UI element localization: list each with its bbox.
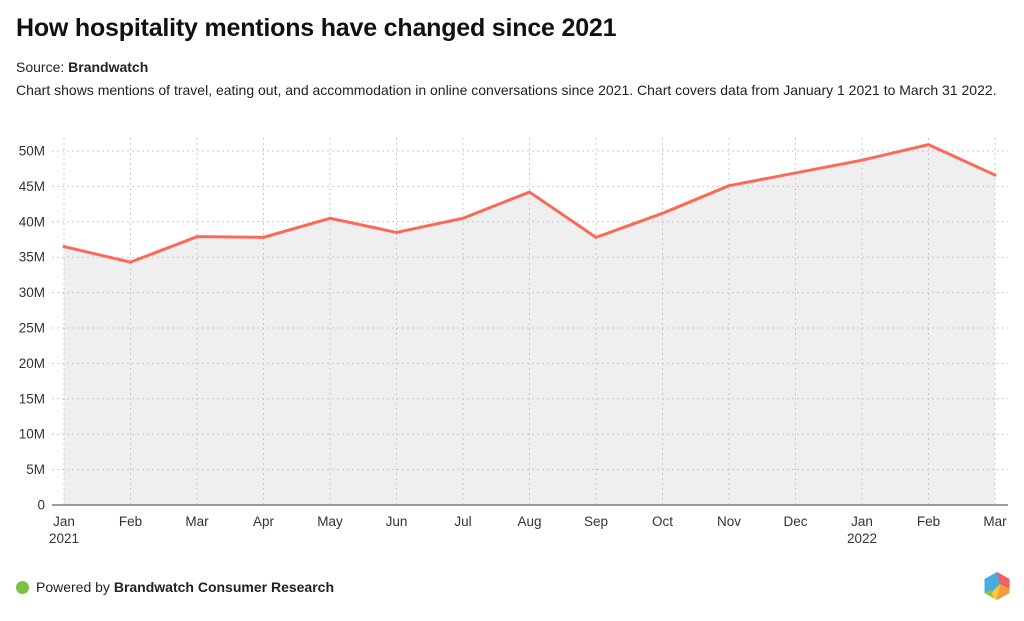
y-tick-label: 10M bbox=[19, 427, 45, 442]
y-tick-label: 25M bbox=[19, 321, 45, 336]
y-tick-label: 20M bbox=[19, 356, 45, 371]
x-year-label: 2022 bbox=[847, 531, 877, 546]
logo-facet-green bbox=[984, 589, 994, 598]
y-tick-label: 5M bbox=[26, 462, 45, 477]
x-tick-label: Mar bbox=[185, 514, 209, 529]
source-name: Brandwatch bbox=[68, 59, 149, 75]
x-tick-label: Mar bbox=[983, 514, 1007, 529]
x-tick-label: Apr bbox=[253, 514, 275, 529]
x-tick-label: Jan bbox=[851, 514, 873, 529]
x-tick-label: May bbox=[317, 514, 343, 529]
y-tick-label: 15M bbox=[19, 391, 45, 406]
x-tick-label: Oct bbox=[652, 514, 673, 529]
x-tick-label: Aug bbox=[517, 514, 541, 529]
logo-facet-orange bbox=[997, 584, 1010, 600]
powered-by-text: Powered by Brandwatch Consumer Research bbox=[36, 579, 334, 595]
flourish-hexagon-logo[interactable] bbox=[984, 571, 1010, 601]
x-tick-label: Jan bbox=[53, 514, 75, 529]
x-tick-label: Jun bbox=[386, 514, 408, 529]
powered-by-label: Powered by bbox=[36, 579, 110, 595]
brand-name: Brandwatch Consumer Research bbox=[113, 579, 335, 595]
x-tick-label: Sep bbox=[584, 514, 608, 529]
x-tick-label: Jul bbox=[454, 514, 471, 529]
powered-by-footer: Powered by Brandwatch Consumer Research bbox=[16, 579, 334, 595]
y-tick-label: 30M bbox=[19, 285, 45, 300]
brandwatch-dot-icon bbox=[16, 580, 29, 594]
y-tick-label: 40M bbox=[19, 214, 45, 229]
y-tick-label: 0 bbox=[37, 498, 45, 513]
mentions-area-chart: 0 5M 10M 15M 20M 25M 30M 35M 40M 45M 50M Jan Feb Mar A… bbox=[19, 138, 1008, 546]
x-tick-label: Nov bbox=[717, 514, 741, 529]
y-tick-label: 50M bbox=[19, 144, 45, 159]
source-line: Source: Brandwatch bbox=[16, 59, 148, 75]
x-tick-label: Feb bbox=[119, 514, 142, 529]
page-title: How hospitality mentions have changed si… bbox=[16, 14, 617, 42]
x-tick-label: Dec bbox=[783, 514, 807, 529]
chart-description: Chart shows mentions of travel, eating o… bbox=[16, 82, 997, 98]
source-label: Source: bbox=[16, 59, 65, 75]
y-tick-label: 35M bbox=[19, 250, 45, 265]
y-tick-label: 45M bbox=[19, 179, 45, 194]
data-line bbox=[62, 143, 997, 264]
x-year-label: 2021 bbox=[49, 531, 79, 546]
logo-facet-pink bbox=[997, 572, 1010, 589]
x-tick-label: Feb bbox=[917, 514, 940, 529]
